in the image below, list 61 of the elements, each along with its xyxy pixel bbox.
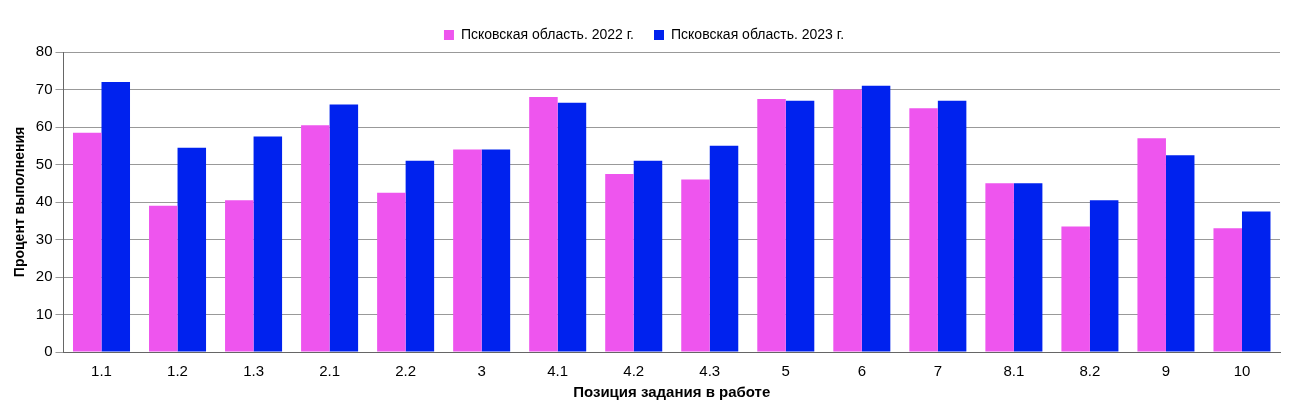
bar [225, 200, 254, 352]
legend-label: Псковская область. 2022 г. [460, 25, 635, 42]
legend-label: Псковская область. 2023 г. [671, 25, 845, 42]
bar [833, 89, 862, 352]
bar [1165, 155, 1195, 352]
bar [149, 205, 178, 352]
y-tick-label: 0 [44, 342, 53, 360]
x-tick-label: 3 [477, 362, 486, 380]
bar [757, 98, 786, 352]
y-tick-label: 10 [35, 304, 53, 322]
bar [633, 160, 663, 352]
y-tick-label: 60 [35, 117, 53, 135]
bar [405, 160, 435, 352]
bar [301, 125, 330, 352]
bar [1213, 228, 1242, 352]
x-tick-label: 4.3 [699, 362, 721, 380]
x-tick-label: 4.2 [623, 362, 645, 380]
y-axis-title: Процент выполнения [11, 126, 28, 278]
bar [861, 85, 891, 352]
bar [681, 179, 710, 352]
x-tick-label: 9 [1161, 362, 1171, 380]
bar [1241, 211, 1271, 352]
x-tick-label: 6 [857, 362, 866, 380]
x-tick-label: 5 [781, 362, 790, 380]
x-tick-label: 1.3 [243, 362, 264, 380]
bar [1089, 200, 1119, 352]
x-tick-label: 8.2 [1079, 362, 1101, 380]
bar [72, 132, 102, 352]
bar [909, 108, 938, 352]
x-tick-label: 4.1 [547, 362, 569, 380]
bar [529, 97, 558, 352]
bar [785, 100, 815, 352]
bar [481, 149, 511, 352]
bar [605, 173, 634, 352]
x-tick-label: 10 [1233, 362, 1251, 380]
x-axis-title: Позиция задания в работе [573, 383, 771, 401]
bar [985, 183, 1014, 352]
x-tick-label: 7 [933, 362, 943, 380]
bar [1061, 226, 1090, 352]
bar [329, 104, 359, 352]
bar [1137, 138, 1166, 352]
x-tick-label: 1.2 [167, 362, 188, 380]
y-tick-label: 80 [35, 42, 53, 60]
bar [377, 192, 406, 352]
bar [937, 100, 967, 352]
y-tick-label: 70 [35, 79, 53, 97]
y-tick-label: 20 [35, 267, 53, 285]
bar [1013, 183, 1043, 352]
bar [557, 102, 587, 352]
y-tick-label: 40 [35, 192, 53, 210]
bar [709, 145, 739, 352]
bar [177, 147, 207, 352]
x-tick-label: 1.1 [91, 362, 112, 380]
bar [101, 82, 131, 352]
x-tick-label: 8.1 [1003, 362, 1025, 380]
x-tick-label: 2.2 [395, 362, 417, 380]
y-tick-label: 30 [35, 229, 53, 247]
y-tick-label: 50 [35, 154, 53, 172]
bar [253, 136, 283, 352]
bar [453, 149, 482, 352]
x-tick-label: 2.1 [319, 362, 341, 380]
